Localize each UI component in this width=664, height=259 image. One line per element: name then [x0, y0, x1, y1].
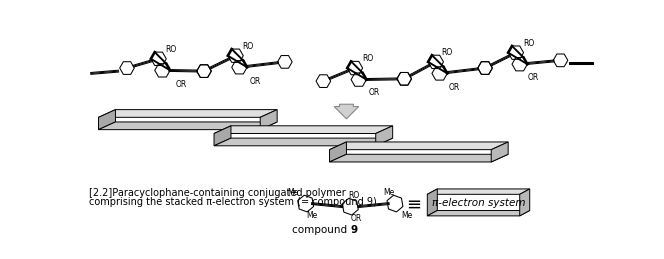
Text: OR: OR — [250, 77, 261, 86]
Polygon shape — [98, 110, 277, 117]
Polygon shape — [334, 104, 359, 119]
Text: [2.2]Paracyclophane-containing conjugated polymer: [2.2]Paracyclophane-containing conjugate… — [88, 188, 345, 198]
Text: RO: RO — [363, 54, 374, 63]
Polygon shape — [329, 142, 347, 162]
Text: OR: OR — [528, 73, 539, 82]
Text: RO: RO — [242, 42, 254, 51]
Polygon shape — [428, 211, 530, 216]
Polygon shape — [520, 189, 530, 216]
Text: Me: Me — [402, 211, 413, 220]
Polygon shape — [329, 154, 508, 162]
Text: RO: RO — [441, 48, 452, 57]
Polygon shape — [214, 126, 231, 146]
Polygon shape — [214, 138, 392, 146]
Polygon shape — [376, 126, 392, 146]
Polygon shape — [428, 189, 530, 194]
Text: comprising the stacked π-electron system (= compound 9): comprising the stacked π-electron system… — [88, 197, 376, 207]
Text: Me: Me — [383, 188, 394, 197]
Polygon shape — [214, 126, 392, 133]
Text: RO: RO — [349, 191, 360, 200]
Polygon shape — [98, 110, 116, 130]
Text: OR: OR — [369, 88, 380, 97]
Polygon shape — [329, 142, 508, 150]
Text: OR: OR — [449, 83, 460, 92]
Text: Me: Me — [306, 211, 317, 220]
Polygon shape — [491, 142, 508, 162]
Text: compound: compound — [292, 225, 351, 235]
Text: ≡: ≡ — [406, 196, 421, 214]
Text: RO: RO — [523, 39, 535, 48]
Polygon shape — [98, 122, 277, 130]
Text: Me: Me — [288, 188, 299, 197]
Text: π-electron system: π-electron system — [432, 198, 525, 208]
Text: 9: 9 — [351, 225, 357, 235]
Text: OR: OR — [351, 214, 362, 223]
Text: RO: RO — [165, 45, 177, 54]
Polygon shape — [428, 189, 438, 216]
Text: OR: OR — [175, 81, 187, 89]
Polygon shape — [260, 110, 277, 130]
